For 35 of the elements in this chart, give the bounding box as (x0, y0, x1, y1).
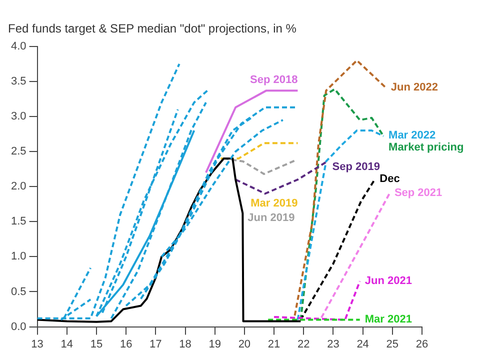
x-tick-label: 18 (179, 338, 192, 350)
series-label: Jun 2021 (364, 274, 412, 287)
y-tick-label: 0.0 (10, 320, 26, 333)
series-label: Dec (380, 173, 400, 186)
x-tick-label: 20 (238, 338, 251, 350)
series-label: Sep 2021 (394, 187, 442, 200)
x-tick-label: 19 (208, 338, 221, 350)
text: Jun 2019 (248, 212, 295, 224)
text: Mar 2019 (250, 198, 298, 210)
y-tick-label: 4.0 (10, 40, 26, 52)
series-label: Sep 2019 (332, 160, 380, 173)
y-tick-label: 1.5 (10, 216, 26, 228)
x-tick-label: 22 (298, 338, 310, 350)
x-tick-label: 17 (150, 338, 162, 350)
chart-title: Fed funds target & SEP median "dot" projections, in % (8, 22, 297, 36)
y-tick-label: 2.0 (10, 180, 26, 193)
x-tick-label: 26 (416, 338, 428, 350)
y-tick-label: 3.0 (10, 110, 26, 123)
x-tick-label: 15 (90, 338, 103, 350)
y-tick-label: 2.5 (10, 146, 26, 158)
x-tick-label: 21 (268, 338, 280, 350)
x-tick-label: 24 (356, 338, 369, 350)
x-tick-label: 14 (60, 338, 74, 350)
x-tick-label: 16 (120, 338, 132, 350)
x-tick-label: 13 (31, 338, 44, 350)
series-label: Sep 2018 (250, 74, 298, 86)
series-label: Jun 2022 (390, 81, 438, 94)
x-tick-label: 25 (386, 338, 399, 350)
series-label: Market pricing (388, 142, 464, 154)
series-label: Mar 2021 (364, 313, 412, 326)
y-tick-label: 0.5 (10, 286, 26, 298)
x-tick-label: 23 (327, 338, 340, 350)
y-tick-label: 1.0 (10, 250, 26, 263)
series-label: Mar 2022 (388, 130, 436, 142)
y-tick-label: 3.5 (10, 75, 26, 88)
